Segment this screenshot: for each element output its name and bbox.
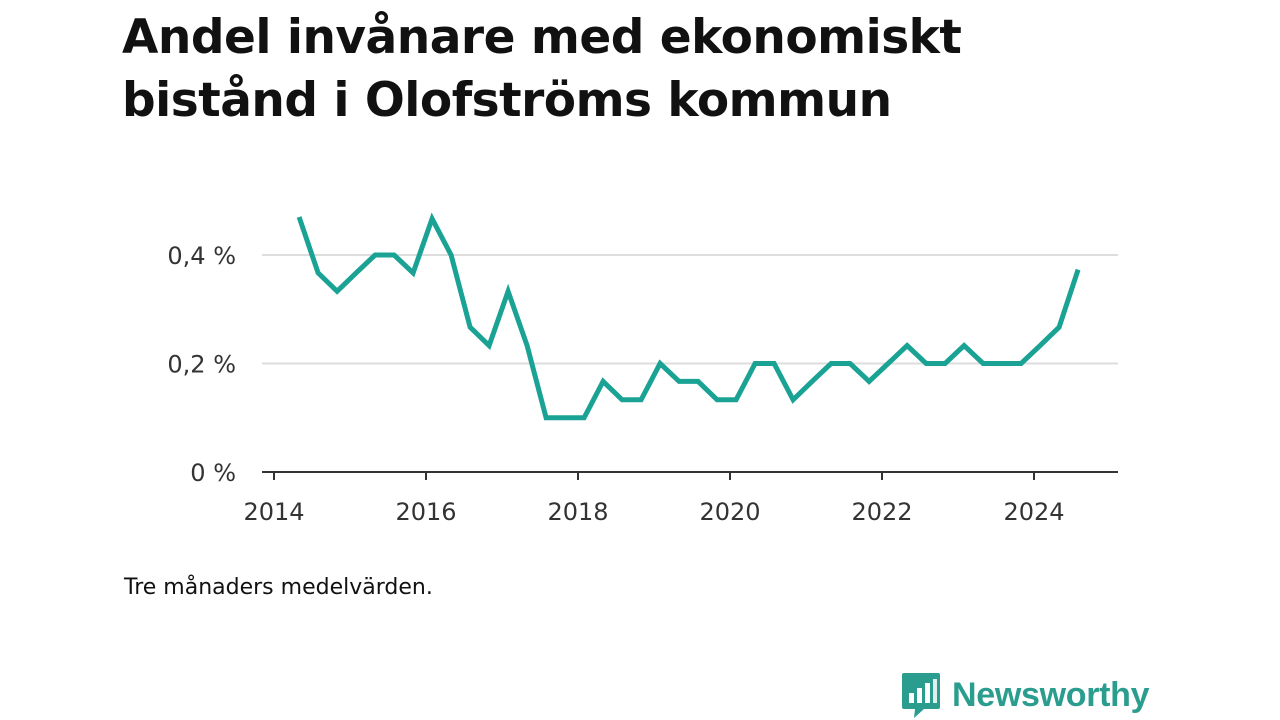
y-tick-label: 0,2 % [167, 351, 236, 379]
x-tick-label: 2020 [699, 498, 760, 526]
x-tick-label: 2022 [851, 498, 912, 526]
brand-logo: Newsworthy [900, 670, 1150, 720]
x-axis-labels: 2014 2016 2018 2020 2022 2024 [243, 498, 1064, 526]
x-tick-label: 2018 [547, 498, 608, 526]
x-tick-label: 2024 [1003, 498, 1064, 526]
x-tick-label: 2014 [243, 498, 304, 526]
brand-name: Newsworthy [952, 675, 1150, 714]
series [296, 212, 1081, 421]
newsworthy-logo-icon [902, 673, 940, 718]
gridlines [262, 254, 1118, 365]
line-chart: 0 % 0,2 % 0,4 % 2014 2016 2018 2020 2022 2024 [167, 212, 1118, 526]
x-tick-label: 2016 [395, 498, 456, 526]
y-tick-label: 0 % [190, 459, 236, 487]
chart-title: Andel invånare med ekonomiskt bistånd i … [122, 10, 962, 128]
x-axis [262, 471, 1118, 480]
y-tick-label: 0,4 % [167, 242, 236, 270]
y-axis-labels: 0 % 0,2 % 0,4 % [167, 242, 236, 487]
series-line [296, 212, 1081, 421]
chart-note: Tre månaders medelvärden. [124, 575, 433, 600]
